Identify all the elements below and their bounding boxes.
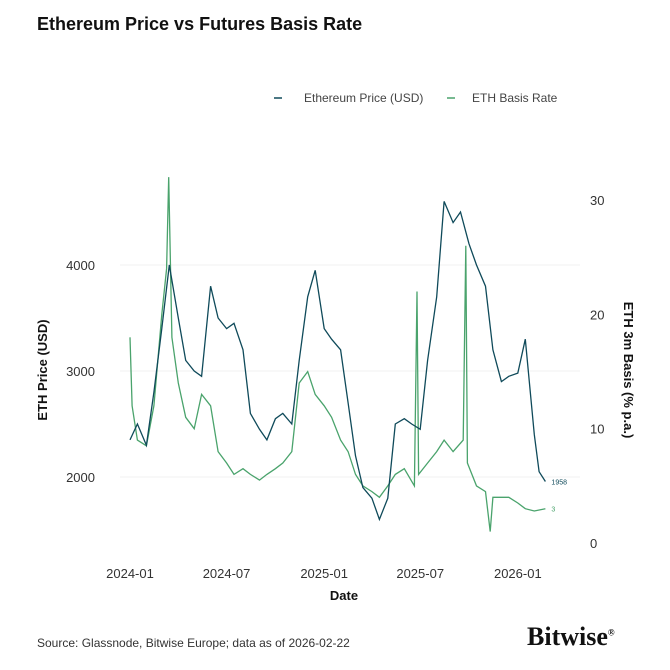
x-tick-label: 2024-01 [106, 566, 154, 581]
x-axis-label: Date [330, 588, 358, 603]
y2-tick-label: 0 [590, 536, 597, 551]
y2-axis-label: ETH 3m Basis (% p.a.) [621, 302, 636, 439]
y2-tick-label: 30 [590, 193, 604, 208]
end-value-label: 1958 [551, 479, 567, 486]
chart-title: Ethereum Price vs Futures Basis Rate [37, 14, 363, 34]
y2-tick-label: 10 [590, 422, 604, 437]
x-tick-label: 2025-07 [396, 566, 444, 581]
legend-label: Ethereum Price (USD) [304, 91, 423, 105]
x-tick-label: 2024-07 [203, 566, 251, 581]
legend-label: ETH Basis Rate [472, 91, 558, 105]
x-tick-label: 2025-01 [300, 566, 348, 581]
series-line-eth-price [129, 201, 546, 522]
y-axis-label: ETH Price (USD) [35, 319, 50, 420]
bitwise-logo: Bitwise® [527, 622, 615, 651]
y-tick-label: 4000 [66, 258, 95, 273]
series-line-basis-rate [129, 177, 546, 532]
y2-tick-label: 20 [590, 307, 604, 322]
y-tick-label: 3000 [66, 364, 95, 379]
x-tick-label: 2026-01 [494, 566, 542, 581]
y-tick-label: 2000 [66, 470, 95, 485]
end-value-label: 3 [551, 507, 555, 514]
source-note: Source: Glassnode, Bitwise Europe; data … [37, 636, 350, 650]
